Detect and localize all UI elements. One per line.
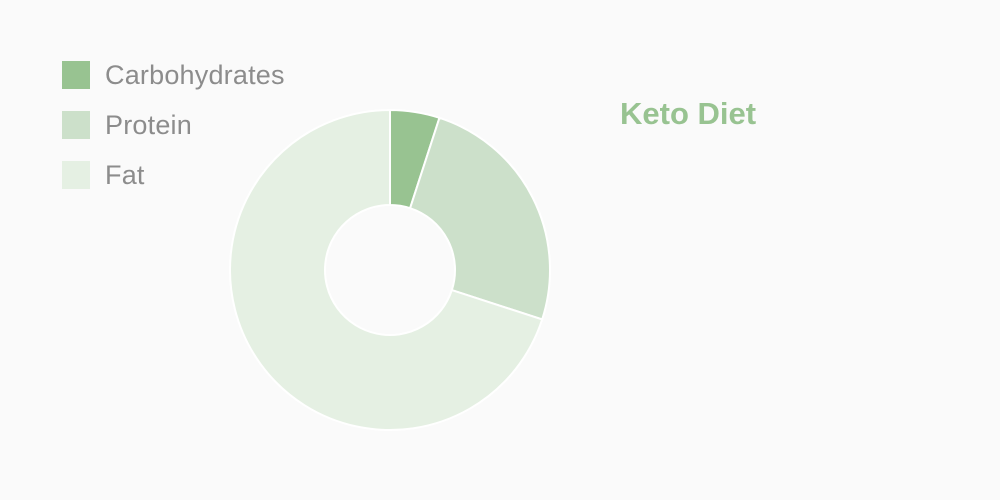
legend-swatch-carbohydrates <box>62 61 90 89</box>
legend-label-protein: Protein <box>105 109 192 140</box>
slice-fat[interactable] <box>229 108 544 431</box>
legend-item-fat[interactable]: Fat <box>62 150 285 200</box>
legend: Carbohydrates Protein Fat <box>62 50 285 200</box>
legend-label-fat: Fat <box>105 159 145 190</box>
legend-item-protein[interactable]: Protein <box>62 100 285 150</box>
slice-protein[interactable] <box>408 116 551 321</box>
legend-item-carbohydrates[interactable]: Carbohydrates <box>62 50 285 100</box>
legend-swatch-fat <box>62 161 90 189</box>
legend-swatch-protein <box>62 111 90 139</box>
chart-title: Keto Diet <box>620 96 757 131</box>
legend-label-carbohydrates: Carbohydrates <box>105 59 285 90</box>
